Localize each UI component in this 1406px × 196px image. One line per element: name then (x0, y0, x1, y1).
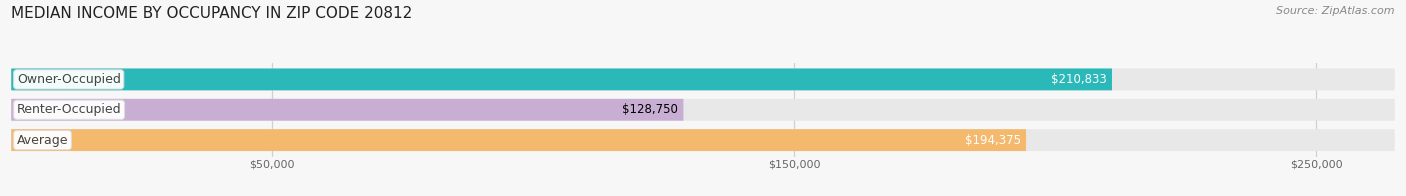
FancyBboxPatch shape (11, 129, 1395, 151)
Text: Owner-Occupied: Owner-Occupied (17, 73, 121, 86)
FancyBboxPatch shape (11, 129, 1026, 151)
Text: Source: ZipAtlas.com: Source: ZipAtlas.com (1277, 6, 1395, 16)
FancyBboxPatch shape (11, 68, 1112, 90)
FancyBboxPatch shape (11, 99, 1395, 121)
Text: Average: Average (17, 134, 69, 147)
Text: Renter-Occupied: Renter-Occupied (17, 103, 121, 116)
FancyBboxPatch shape (11, 68, 1395, 90)
Text: $128,750: $128,750 (621, 103, 678, 116)
FancyBboxPatch shape (11, 99, 683, 121)
Text: $210,833: $210,833 (1050, 73, 1107, 86)
Text: $194,375: $194,375 (965, 134, 1021, 147)
Text: MEDIAN INCOME BY OCCUPANCY IN ZIP CODE 20812: MEDIAN INCOME BY OCCUPANCY IN ZIP CODE 2… (11, 6, 412, 21)
